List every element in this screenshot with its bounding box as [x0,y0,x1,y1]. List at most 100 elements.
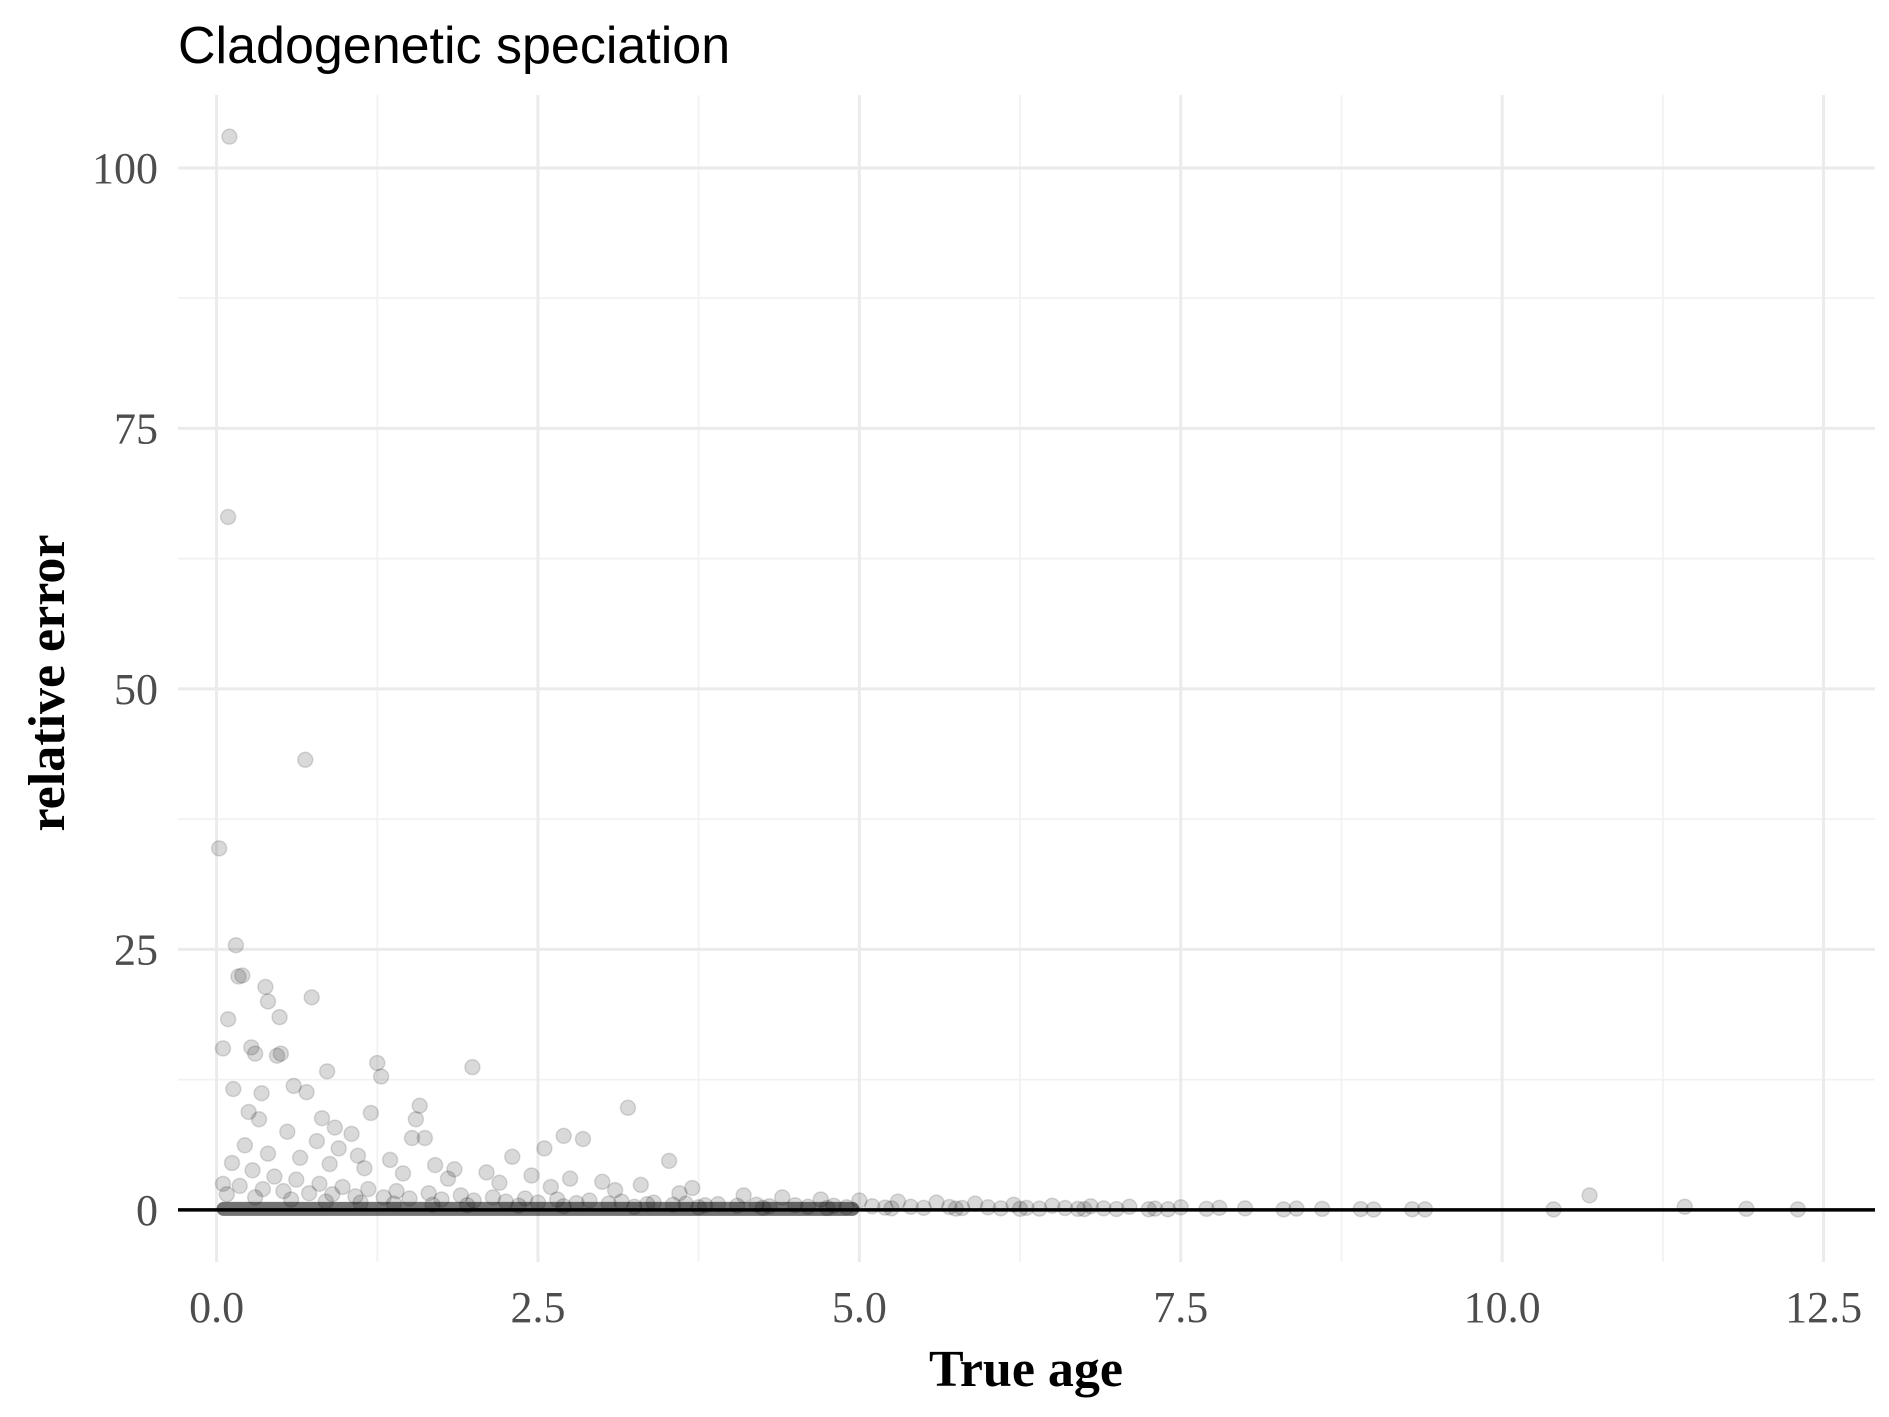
data-point [439,1170,457,1187]
data-point [214,1040,232,1057]
x-axis-title: True age [929,1341,1123,1398]
data-point [464,1058,481,1076]
data-point [234,967,251,984]
data-point [542,1178,560,1196]
x-tick-label: 7.5 [1153,1283,1208,1332]
data-point [343,1125,360,1143]
data-point [632,1176,650,1194]
data-point [254,1180,272,1198]
data-point [660,1152,678,1170]
data-point [225,1080,242,1098]
data-point [671,1184,688,1202]
data-point [268,1047,286,1064]
data-point [318,1063,336,1080]
x-axis-tick-labels: 0.0 2.5 5.0 7.5 10.0 12.5 [189,1283,1862,1332]
data-point [330,1140,347,1157]
data-point [246,1045,264,1062]
y-tick-label: 0 [136,1186,158,1235]
data-point [356,1159,373,1177]
y-axis-tick-labels: 0 25 50 75 100 [92,144,158,1235]
data-point [214,1175,232,1193]
data-point [411,1097,428,1114]
data-point [420,1184,437,1202]
data-point [279,1123,296,1141]
data-point [478,1164,495,1181]
data-point [244,1162,261,1179]
data-point [1676,1198,1693,1216]
y-axis-title: relative error [19,535,76,832]
data-point [298,1083,315,1101]
data-point [381,1151,399,1169]
data-point [308,1132,326,1150]
x-tick-label: 2.5 [510,1283,565,1332]
x-tick-label: 5.0 [832,1283,887,1332]
data-point [227,936,245,954]
data-point [504,1148,521,1166]
data-point [300,1184,318,1202]
y-tick-label: 50 [114,665,158,714]
data-point [243,1039,260,1056]
data-point [915,1199,932,1217]
data-point [324,1186,341,1203]
x-tick-label: 12.5 [1785,1283,1862,1332]
data-point [683,1179,701,1197]
data-point [491,1174,508,1192]
data-point [259,1145,277,1162]
data-point [326,1119,344,1136]
data-point [218,1186,236,1203]
data-point [606,1181,624,1199]
data-point [272,1045,290,1062]
data-point [1056,1199,1074,1217]
y-tick-label: 25 [114,925,158,974]
data-point [416,1129,434,1147]
data-point [236,1137,254,1154]
data-point [536,1140,553,1157]
data-point [446,1161,463,1178]
data-point [219,1010,237,1028]
data-point [313,1109,331,1127]
data-point [291,1149,309,1167]
data-point [230,968,247,985]
data-point [523,1167,540,1184]
data-point [285,1077,302,1095]
grid [178,95,1875,1262]
data-point [388,1182,405,1200]
data-point [275,1182,292,1200]
data-point [349,1147,367,1164]
data-point [266,1168,283,1185]
data-point [253,1084,270,1102]
data-point [250,1111,268,1128]
x-tick-label: 10.0 [1464,1283,1541,1332]
data-points [210,128,1807,1218]
data-point [594,1173,611,1191]
data-point [394,1165,412,1182]
data-point [271,1008,288,1026]
data-point [240,1103,257,1121]
y-tick-label: 75 [114,404,158,453]
data-point [561,1170,579,1187]
y-tick-label: 100 [92,144,158,193]
data-point [321,1155,338,1173]
data-point [360,1180,377,1198]
data-point [555,1127,572,1145]
data-point [231,1177,248,1195]
data-point [259,993,277,1010]
data-point [219,508,237,526]
chart-title: Cladogenetic speciation [178,17,730,75]
data-point [297,751,314,769]
data-point [288,1171,305,1188]
data-point [1581,1187,1598,1204]
data-point [426,1156,444,1174]
data-point [257,978,274,996]
data-point [311,1175,328,1193]
data-point [369,1054,386,1072]
data-point [953,1199,971,1217]
data-point [372,1068,390,1085]
data-point [303,989,320,1006]
x-tick-label: 0.0 [189,1283,244,1332]
data-point [223,1154,241,1172]
data-point [221,128,238,145]
data-point [407,1111,425,1128]
data-point [403,1129,421,1147]
